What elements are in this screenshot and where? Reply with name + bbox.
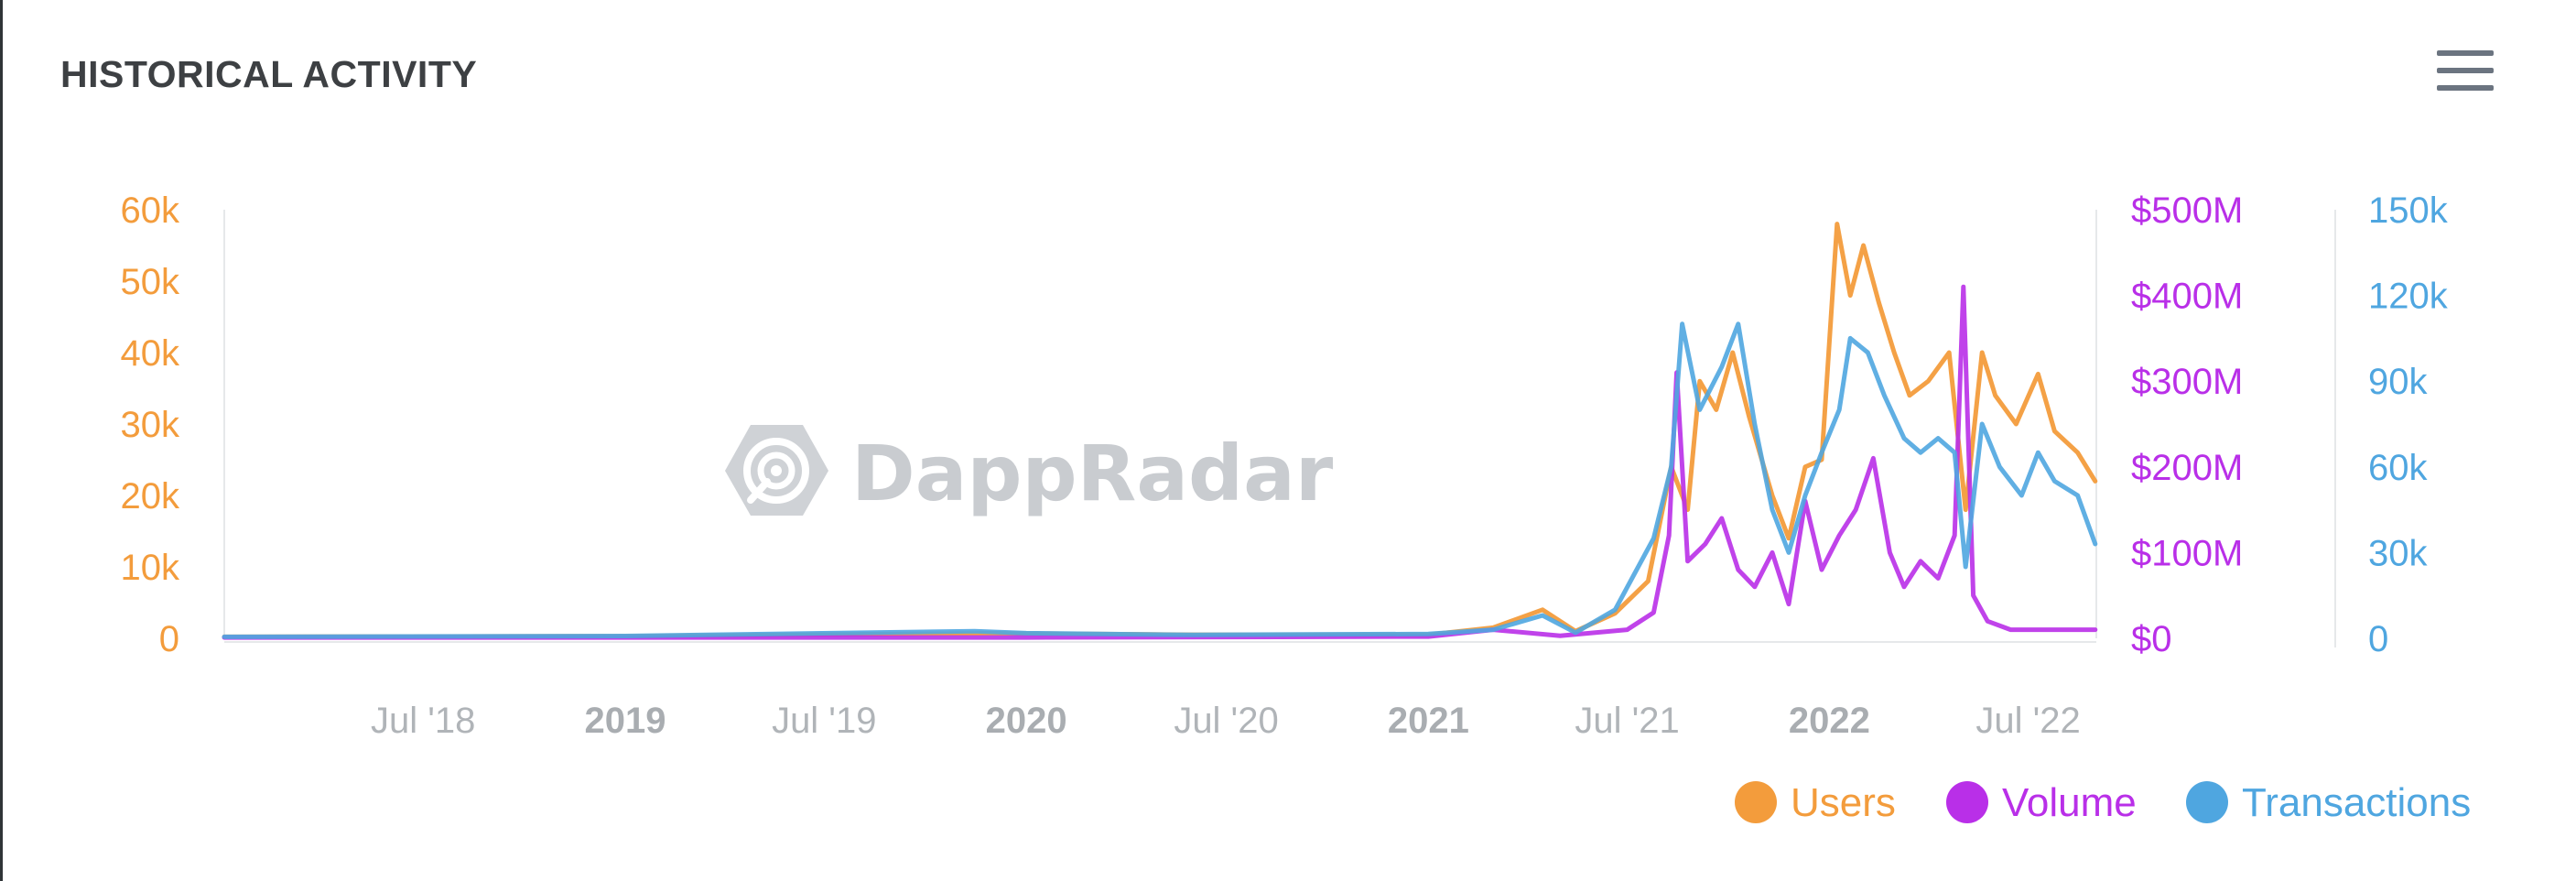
- users-axis-tick-label: 10k: [121, 548, 180, 588]
- volume-axis-tick-label: $0: [2131, 619, 2172, 659]
- watermark: DappRadar: [725, 425, 1334, 518]
- users-axis-tick-label: 20k: [121, 476, 180, 517]
- users-axis-tick-label: 40k: [121, 333, 180, 374]
- users-axis-tick-label: 30k: [121, 405, 180, 445]
- transactions-axis-tick-label: 120k: [2368, 277, 2449, 317]
- transactions-axis-tick-label: 150k: [2368, 190, 2449, 231]
- hamburger-menu-icon-bar: [2437, 68, 2494, 73]
- transactions-axis-tick-label: 60k: [2368, 448, 2428, 488]
- x-axis-tick-label: 2021: [1388, 701, 1469, 741]
- x-axis-tick-label: Jul '19: [772, 701, 876, 741]
- volume-axis-tick-label: $200M: [2131, 448, 2243, 488]
- transactions-axis-tick-label: 90k: [2368, 362, 2428, 402]
- users-axis-tick-label: 0: [159, 619, 179, 659]
- chart-title: HISTORICAL ACTIVITY: [60, 53, 478, 95]
- dappradar-logo-icon: [725, 425, 828, 516]
- users-axis-tick-label: 60k: [121, 190, 180, 231]
- x-axis-tick-label: 2020: [986, 701, 1067, 741]
- hamburger-menu-icon: [2437, 50, 2494, 56]
- x-axis-tick-label: Jul '22: [1975, 701, 2080, 741]
- volume-axis-tick-label: $500M: [2131, 190, 2243, 231]
- transactions-axis-tick-label: 0: [2368, 619, 2388, 659]
- legend-item-users[interactable]: Users: [1735, 780, 1896, 825]
- x-axis-tick-label: Jul '21: [1575, 701, 1679, 741]
- legend-item-transactions[interactable]: Transactions: [2186, 780, 2471, 825]
- volume-axis-tick-label: $400M: [2131, 277, 2243, 317]
- legend-label-users: Users: [1791, 780, 1896, 825]
- legend-item-volume[interactable]: Volume: [1946, 780, 2137, 825]
- page-edge: [0, 0, 3, 881]
- transactions-series-line: [222, 321, 2098, 639]
- watermark-text: DappRadar: [851, 429, 1334, 518]
- volume-axis-tick-label: $100M: [2131, 533, 2243, 573]
- x-axis-tick-label: 2019: [585, 701, 666, 741]
- volume-axis-tick-label: $300M: [2131, 362, 2243, 402]
- legend-label-volume: Volume: [2002, 780, 2137, 825]
- volume-series-line: [222, 284, 2098, 640]
- x-axis-tick-label: Jul '18: [371, 701, 475, 741]
- hamburger-menu-icon-bar: [2437, 85, 2494, 91]
- transactions-axis-tick-label: 30k: [2368, 533, 2428, 573]
- x-axis-tick-label: 2022: [1789, 701, 1870, 741]
- legend-marker-users: [1735, 781, 1777, 823]
- x-axis-tick-label: Jul '20: [1174, 701, 1278, 741]
- legend-marker-volume: [1946, 781, 1988, 823]
- users-axis-tick-label: 50k: [121, 262, 180, 302]
- legend-marker-transactions: [2186, 781, 2228, 823]
- legend-label-transactions: Transactions: [2242, 780, 2471, 825]
- users-series-line: [222, 222, 2098, 639]
- chart-menu-button[interactable]: [2437, 50, 2494, 92]
